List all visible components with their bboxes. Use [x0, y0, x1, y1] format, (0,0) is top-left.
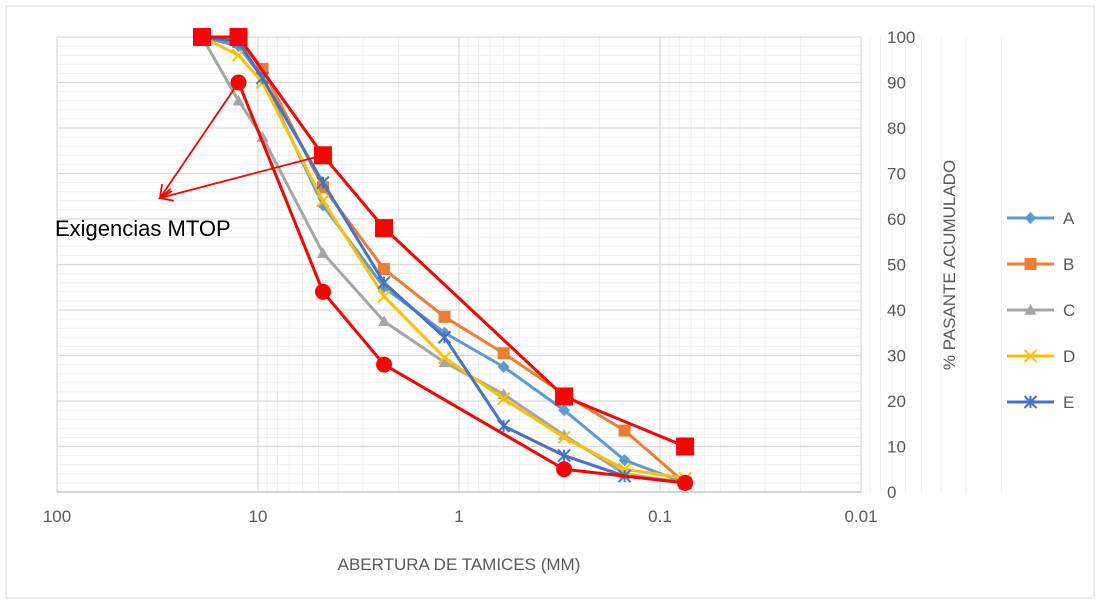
legend: A B C D E [1007, 209, 1075, 412]
x-tick-label: 1 [454, 507, 463, 526]
data-point-marker [555, 387, 574, 406]
data-point-marker [677, 474, 694, 491]
data-point-marker [558, 404, 571, 417]
limit-layer [192, 28, 695, 491]
y-tick-label: 20 [887, 392, 906, 411]
annotation-layer: Exigencias MTOP [55, 81, 324, 241]
series-layer [195, 30, 692, 490]
data-point-marker [438, 310, 451, 323]
data-point-marker [1024, 212, 1037, 224]
y-tick-label: 0 [887, 483, 896, 502]
y-tick-label: 30 [887, 347, 906, 366]
legend-label: A [1063, 209, 1075, 228]
data-point-marker [378, 315, 391, 327]
tick-layer: 100 10 1 0.1 0.01 0 10 20 30 40 50 60 70 80 90 100 [43, 28, 916, 526]
data-point-marker [496, 392, 511, 406]
data-point-marker [556, 461, 573, 478]
legend-label: B [1063, 255, 1074, 274]
data-point-marker [437, 351, 452, 365]
annotation-text: Exigencias MTOP [55, 216, 231, 241]
y-tick-label: 90 [887, 74, 906, 93]
y-tick-label: 40 [887, 301, 906, 320]
data-point-marker [676, 437, 695, 456]
grid-layer [56, 36, 1002, 493]
data-point-marker [316, 194, 330, 208]
y-tick-label: 50 [887, 256, 906, 275]
data-point-marker [1023, 395, 1038, 409]
legend-item-c: C [1007, 301, 1075, 320]
data-point-marker [316, 175, 330, 190]
legend-item-a: A [1007, 209, 1075, 228]
data-point-marker [437, 330, 452, 345]
x-tick-label: 10 [249, 507, 268, 526]
chart-border [5, 5, 1095, 599]
data-point-marker [375, 219, 394, 238]
y-tick-label: 70 [887, 165, 906, 184]
data-point-marker [378, 263, 391, 276]
y-tick-label: 10 [887, 438, 906, 457]
legend-label: E [1063, 393, 1074, 412]
data-point-marker [618, 424, 631, 437]
series-line [201, 35, 686, 485]
x-tick-label: 0.01 [844, 507, 877, 526]
series-line [201, 35, 686, 480]
y-tick-label: 100 [887, 28, 915, 47]
data-point-marker [557, 448, 571, 463]
annotation-arrowhead [157, 188, 174, 202]
data-point-marker [256, 131, 269, 142]
legend-label: C [1063, 301, 1075, 320]
data-point-marker [377, 275, 391, 290]
annotation-arrow [159, 154, 324, 199]
y-tick-label: 60 [887, 210, 906, 229]
data-point-marker [1023, 349, 1038, 363]
data-point-marker [192, 28, 211, 46]
data-point-marker [316, 199, 329, 212]
legend-label: D [1063, 347, 1075, 366]
data-point-marker [377, 289, 391, 304]
data-point-marker [497, 360, 510, 373]
data-point-marker [438, 356, 451, 368]
annotation-arrow [159, 81, 240, 199]
x-axis-title: ABERTURA DE TAMICES (MM) [338, 555, 581, 574]
legend-item-d: D [1007, 347, 1075, 366]
data-point-marker [1024, 304, 1037, 315]
legend-item-b: B [1007, 255, 1074, 274]
data-point-marker [557, 430, 571, 445]
legend-item-e: E [1007, 393, 1074, 412]
data-point-marker [314, 283, 331, 300]
upper-limit-series [192, 28, 695, 456]
data-point-marker [497, 347, 510, 360]
data-point-marker [618, 454, 631, 467]
x-tick-label: 100 [43, 507, 71, 526]
data-point-marker [229, 28, 248, 46]
y-axis-title: % PASANTE ACUMULADO [940, 160, 959, 370]
data-point-marker [316, 247, 329, 258]
y-tick-label: 80 [887, 119, 906, 138]
data-point-marker [231, 48, 246, 62]
data-point-marker [376, 356, 393, 373]
x-tick-label: 0.1 [648, 507, 672, 526]
data-point-marker [232, 94, 245, 106]
data-point-marker [1024, 258, 1037, 270]
